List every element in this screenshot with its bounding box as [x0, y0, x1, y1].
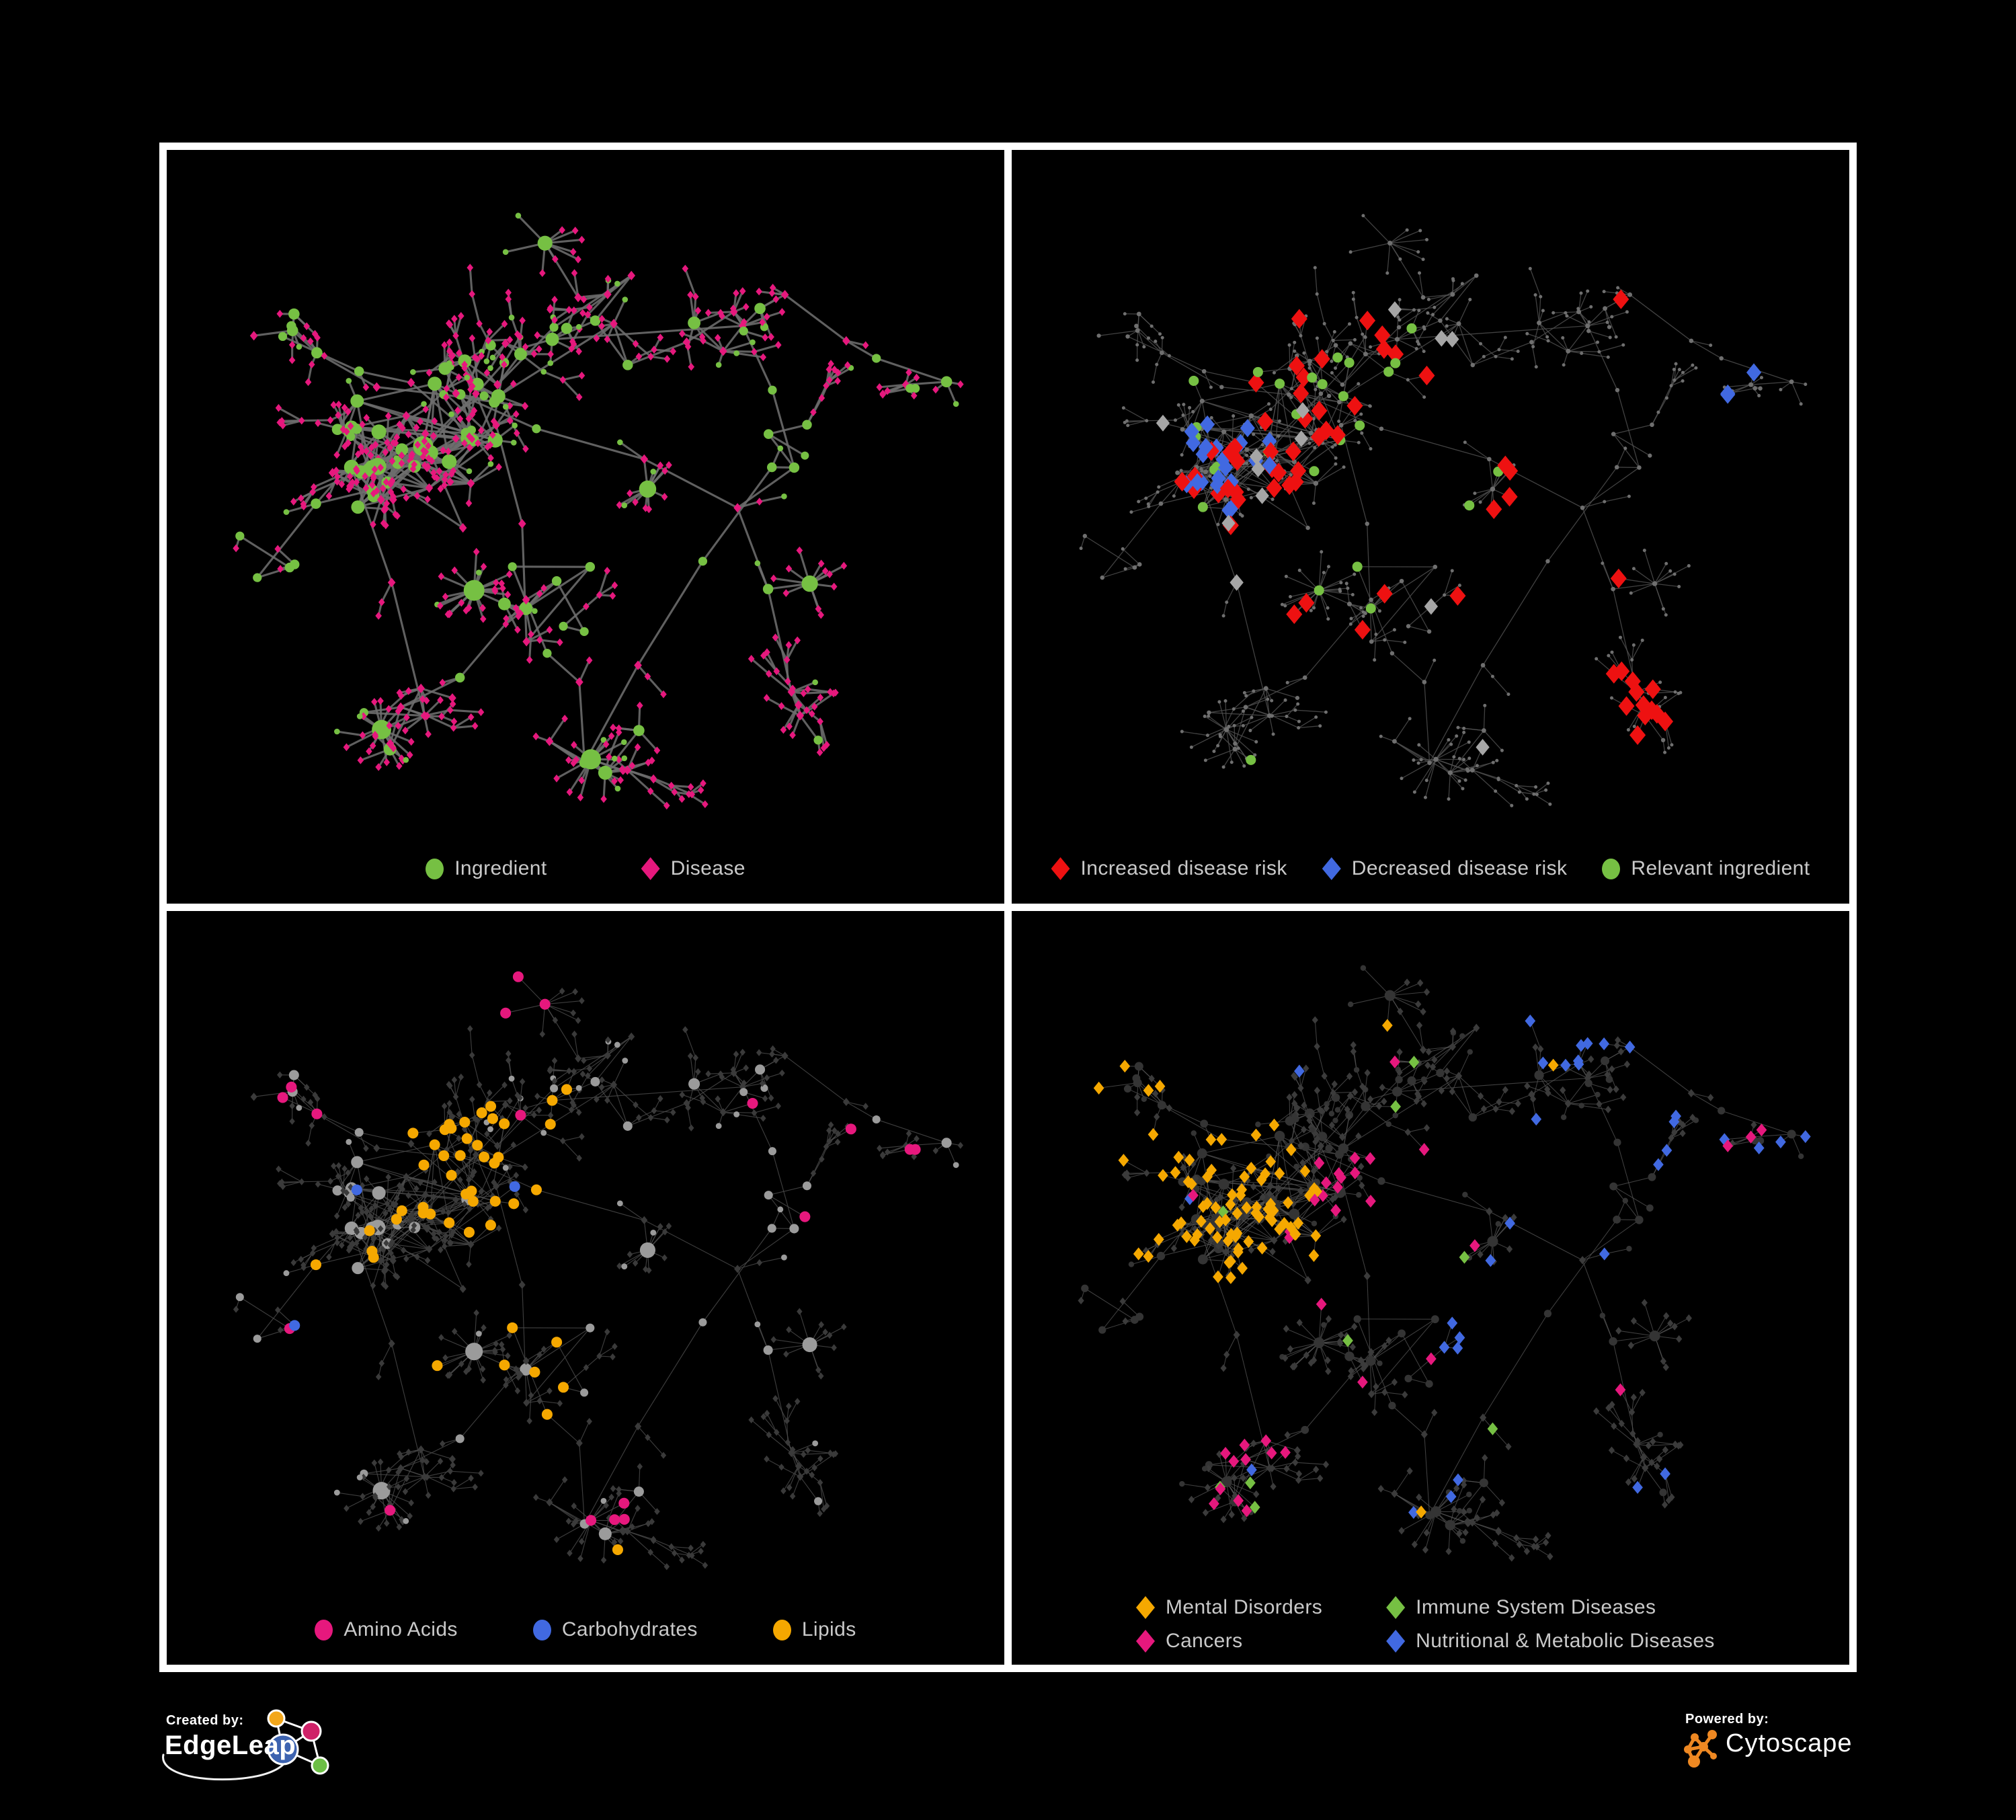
cytoscape-logo-icon [1684, 1730, 1717, 1768]
network-disease-classes [1012, 911, 1849, 1596]
relevant-ingredient-swatch-icon [1602, 858, 1621, 879]
network-svg-ingredient-disease [233, 212, 964, 810]
panel-ingredient-disease: Ingredient Disease [167, 150, 1004, 904]
powered-by-label: Powered by: [1685, 1712, 1769, 1727]
legend-item-disease: Disease [641, 857, 745, 880]
legend-disease-risk: Increased disease risk Decreased disease… [1012, 853, 1849, 885]
immune-system-diseases-swatch-icon [1386, 1596, 1406, 1619]
legend-label-cancers: Cancers [1166, 1630, 1243, 1652]
figure-grid: Ingredient Disease Increased disease ris… [159, 143, 1857, 1672]
powered-by-block: Powered by: Cytoscape [1683, 1708, 1871, 1782]
legend-label-ingredient: Ingredient [454, 857, 547, 879]
legend-item-lipids: Lipids [772, 1618, 856, 1641]
legend-ingredient-disease: Ingredient Disease [167, 853, 1004, 885]
legend-label-carbohydrates: Carbohydrates [561, 1618, 698, 1640]
legend-label-disease: Disease [670, 857, 745, 879]
legend-item-mental-disorders: Mental Disorders [1136, 1596, 1322, 1619]
ingredient-swatch-icon [426, 858, 444, 879]
legend-disease-classes: Mental Disorders Immune System Diseases … [1136, 1596, 1849, 1653]
network-svg-disease-classes [1078, 965, 1811, 1562]
legend-item-increased-risk: Increased disease risk [1051, 857, 1287, 880]
created-by-block: Created by: EdgeLeap [157, 1706, 338, 1794]
legend-label-nutritional-metabolic-diseases: Nutritional & Metabolic Diseases [1416, 1630, 1715, 1652]
edgeleap-wordmark: EdgeLeap [165, 1731, 296, 1760]
network-nutrient-classes [167, 911, 1004, 1614]
legend-label-mental-disorders: Mental Disorders [1166, 1596, 1323, 1618]
legend-label-decreased-risk: Decreased disease risk [1351, 857, 1568, 879]
legend-label-lipids: Lipids [801, 1618, 856, 1640]
legend-nutrient-classes: Amino Acids Carbohydrates Lipids [167, 1614, 1004, 1646]
legend-label-relevant-ingredient: Relevant ingredient [1631, 857, 1810, 879]
legend-item-relevant-ingredient: Relevant ingredient [1602, 857, 1810, 880]
cancers-swatch-icon [1136, 1630, 1155, 1653]
panel-disease-classes: Mental Disorders Immune System Diseases … [1012, 911, 1849, 1665]
lipids-swatch-icon [772, 1619, 791, 1640]
panel-disease-risk: Increased disease risk Decreased disease… [1012, 150, 1849, 904]
legend-label-immune-system-diseases: Immune System Diseases [1416, 1596, 1656, 1618]
network-svg-disease-risk [1079, 214, 1808, 807]
legend-label-increased-risk: Increased disease risk [1080, 857, 1287, 879]
mental-disorders-swatch-icon [1136, 1596, 1155, 1619]
legend-item-cancers: Cancers [1136, 1630, 1322, 1653]
amino-acids-swatch-icon [315, 1619, 333, 1640]
legend-item-amino-acids: Amino Acids [315, 1618, 457, 1641]
legend-item-decreased-risk: Decreased disease risk [1322, 857, 1568, 880]
network-ingredient-disease [167, 150, 1004, 853]
legend-item-carbohydrates: Carbohydrates [532, 1618, 698, 1641]
cytoscape-wordmark: Cytoscape [1726, 1729, 1853, 1757]
network-svg-nutrient-classes [233, 971, 964, 1571]
disease-swatch-icon [641, 857, 660, 880]
nutritional-metabolic-diseases-swatch-icon [1386, 1630, 1406, 1653]
legend-item-nutritional-metabolic-diseases: Nutritional & Metabolic Diseases [1386, 1630, 1715, 1653]
legend-item-immune-system-diseases: Immune System Diseases [1386, 1596, 1715, 1619]
carbohydrates-swatch-icon [532, 1619, 551, 1640]
decreased-risk-swatch-icon [1322, 857, 1341, 880]
network-disease-risk [1012, 150, 1849, 853]
created-by-label: Created by: [166, 1713, 244, 1728]
panel-nutrient-classes: Amino Acids Carbohydrates Lipids [167, 911, 1004, 1665]
legend-item-ingredient: Ingredient [426, 857, 547, 880]
increased-risk-swatch-icon [1051, 857, 1070, 880]
edgeleap-logo-icon [162, 1709, 329, 1781]
legend-label-amino-acids: Amino Acids [344, 1618, 458, 1640]
